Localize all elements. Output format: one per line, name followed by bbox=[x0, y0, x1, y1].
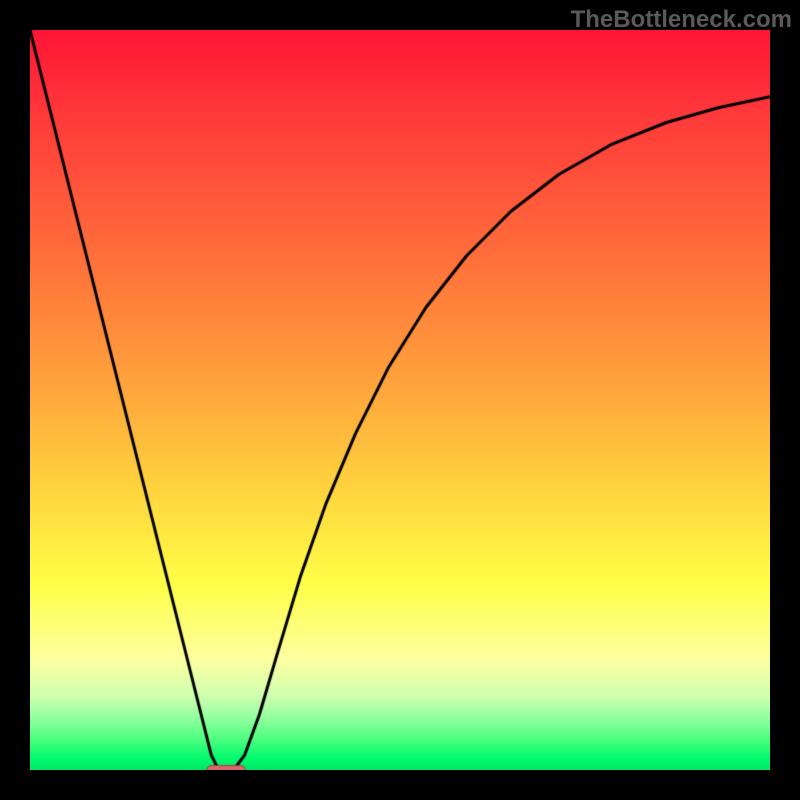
watermark-label: TheBottleneck.com bbox=[571, 6, 792, 34]
plot-canvas bbox=[30, 30, 770, 770]
plot-area bbox=[30, 30, 770, 770]
chart-container: TheBottleneck.com bbox=[0, 0, 800, 800]
